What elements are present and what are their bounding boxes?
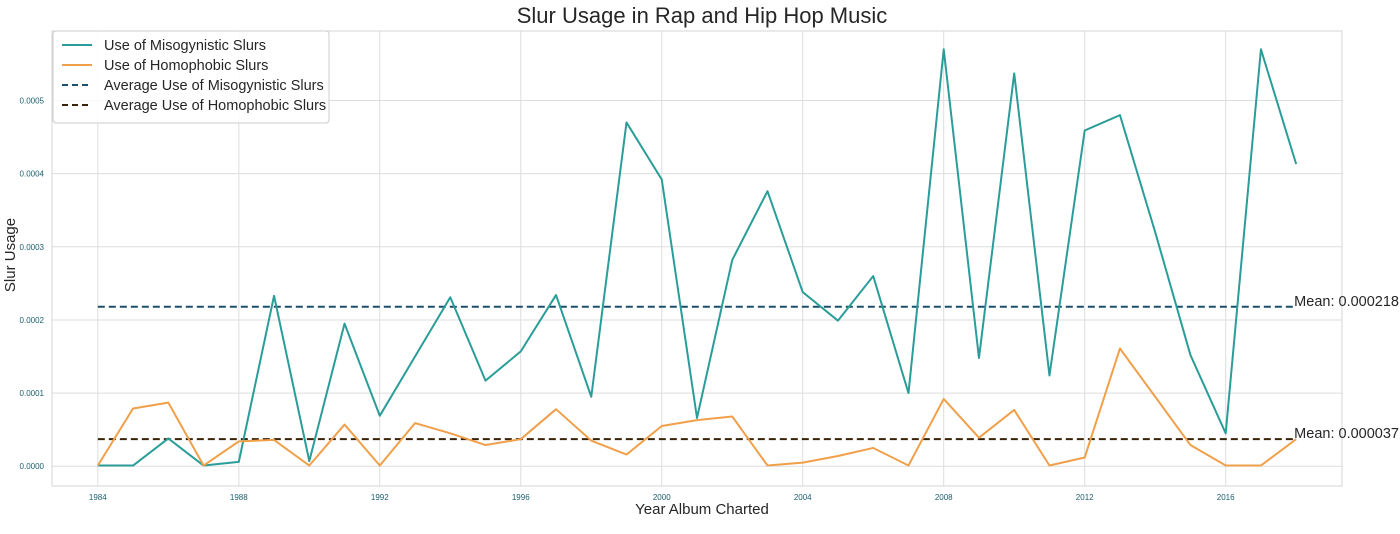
y-tick-label: 0.0005 [20, 96, 45, 105]
mean-annotation: Mean: 0.000037 [1294, 426, 1399, 442]
x-tick-label: 2016 [1217, 493, 1235, 502]
series-line-misogynistic [97, 48, 1298, 467]
x-tick-label: 2000 [653, 493, 671, 502]
y-tick-label: 0.0000 [20, 462, 45, 471]
x-axis-label: Year Album Charted [635, 501, 769, 518]
legend-box [52, 30, 330, 124]
x-axis-ticks: 1984 1988 1992 1996 2000 2004 2008 2012 2016 [89, 493, 1235, 502]
legend-entry: Use of Misogynistic Slurs [104, 38, 266, 54]
y-tick-label: 0.0002 [20, 316, 45, 325]
y-tick-label: 0.0001 [20, 389, 45, 398]
y-tick-label: 0.0004 [20, 170, 45, 179]
x-tick-label: 1988 [230, 493, 248, 502]
legend-entry: Average Use of Homophobic Slurs [104, 98, 326, 114]
series-layer [96, 48, 1298, 467]
grid [52, 31, 1342, 486]
chart-title: Slur Usage in Rap and Hip Hop Music [517, 3, 888, 28]
annotations: Mean: 0.000218 Mean: 0.000037 [1294, 294, 1399, 442]
series-line-homophobic [96, 347, 1297, 467]
x-tick-label: 1992 [371, 493, 389, 502]
y-axis-ticks: 0.0000 0.0001 0.0002 0.0003 0.0004 0.0005 [20, 96, 45, 471]
legend: Use of Misogynistic Slurs Use of Homophob… [52, 30, 330, 124]
y-axis-label: Slur Usage [2, 218, 19, 292]
x-tick-label: 2008 [935, 493, 953, 502]
x-tick-label: 2004 [794, 493, 812, 502]
legend-entry: Use of Homophobic Slurs [104, 58, 268, 74]
mean-annotation: Mean: 0.000218 [1294, 294, 1399, 310]
y-tick-label: 0.0003 [20, 243, 45, 252]
x-tick-label: 1996 [512, 493, 530, 502]
legend-entry: Average Use of Misogynistic Slurs [104, 78, 324, 94]
x-tick-label: 2012 [1076, 493, 1094, 502]
x-tick-label: 1984 [89, 493, 107, 502]
plot-frame [51, 30, 1343, 487]
